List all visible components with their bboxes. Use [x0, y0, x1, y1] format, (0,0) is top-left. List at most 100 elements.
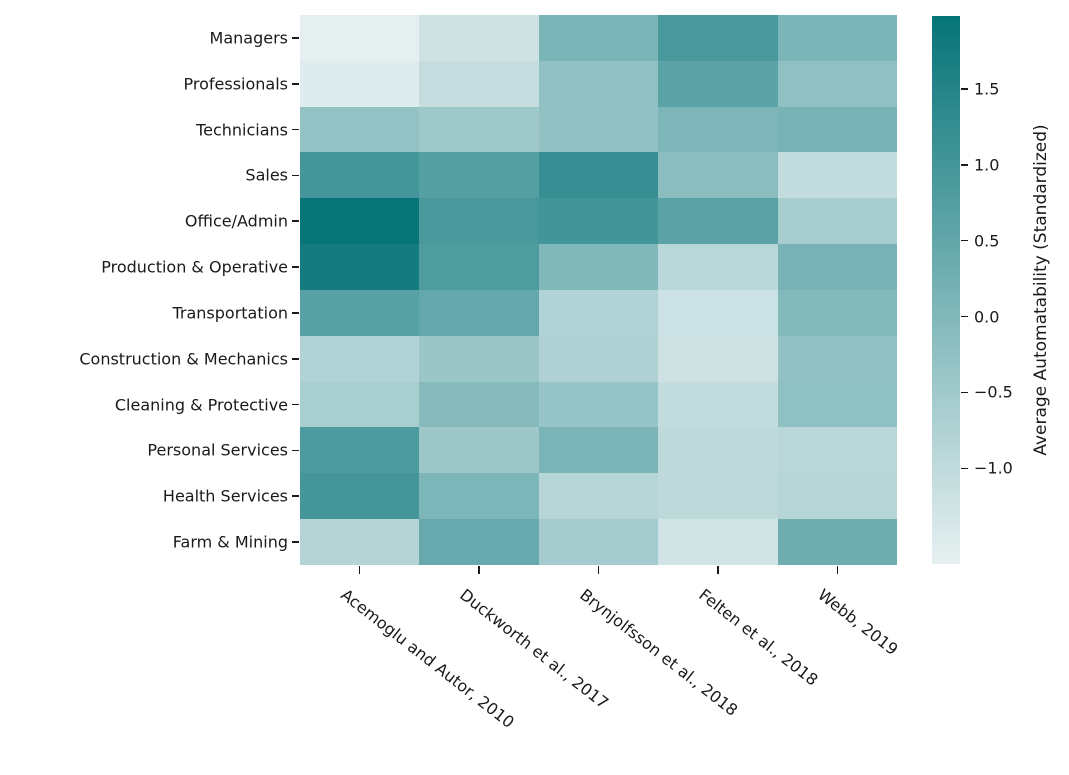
heatmap-cell-r5-c3	[658, 244, 778, 290]
heatmap-cell-r9-c4	[777, 427, 897, 474]
heatmap-cell-r0-c2	[538, 15, 659, 61]
heatmap-cell-r6-c2	[538, 289, 659, 336]
heatmap-cell-r8-c3	[658, 381, 778, 428]
heatmap-cell-r1-c3	[658, 60, 778, 107]
heatmap-cell-r3-c1	[419, 152, 539, 199]
y-tick-mark	[292, 174, 299, 177]
x-tick-label: Webb, 2019	[814, 585, 902, 660]
y-tick-mark	[292, 357, 299, 360]
heatmap-cell-r2-c3	[658, 106, 778, 153]
heatmap-cell-r3-c4	[777, 152, 897, 199]
y-tick-mark	[292, 541, 299, 543]
y-tick-label: Managers	[209, 28, 288, 48]
heatmap-cell-r4-c1	[419, 198, 539, 245]
heatmap-cell-r4-c3	[658, 198, 778, 245]
heatmap-cell-r5-c1	[419, 244, 539, 290]
colorbar	[932, 16, 960, 564]
heatmap-cell-r11-c1	[419, 519, 539, 565]
colorbar-tick-label: 1.0	[974, 155, 1000, 175]
heatmap-cell-r1-c0	[300, 60, 420, 107]
heatmap-cell-r11-c0	[300, 519, 420, 565]
heatmap-cell-r8-c1	[419, 381, 539, 428]
colorbar-tick-label: −1.0	[974, 458, 1013, 478]
heatmap-cell-r8-c2	[538, 381, 659, 428]
heatmap-cell-r1-c2	[538, 60, 659, 107]
y-tick-label: Cleaning & Protective	[114, 395, 288, 415]
colorbar-tick-mark	[961, 315, 968, 318]
heatmap-cell-r0-c4	[777, 15, 897, 61]
heatmap-cell-r10-c1	[419, 473, 539, 520]
y-tick-label: Technicians	[196, 120, 288, 140]
heatmap-cell-r0-c3	[658, 15, 778, 61]
heatmap-cell-r2-c1	[419, 106, 539, 153]
y-tick-label: Construction & Mechanics	[79, 349, 288, 369]
heatmap-cell-r7-c1	[419, 335, 539, 382]
heatmap-cell-r1-c1	[419, 60, 539, 107]
heatmap-cell-r5-c0	[300, 244, 420, 290]
heatmap-cell-r3-c2	[538, 152, 659, 199]
heatmap-cell-r0-c0	[300, 15, 420, 61]
heatmap-cell-r6-c3	[658, 289, 778, 336]
heatmap-cell-r11-c4	[777, 519, 897, 565]
y-tick-label: Health Services	[162, 486, 288, 506]
colorbar-tick-label: −0.5	[974, 382, 1013, 402]
y-tick-mark	[292, 220, 299, 223]
heatmap-cell-r9-c3	[658, 427, 778, 474]
heatmap-cell-r2-c4	[777, 106, 897, 153]
y-tick-mark	[292, 495, 299, 498]
heatmap-cell-r1-c4	[777, 60, 897, 107]
heatmap-cell-r7-c2	[538, 335, 659, 382]
x-tick-mark	[358, 566, 361, 574]
heatmap-cell-r2-c0	[300, 106, 420, 153]
heatmap-cell-r5-c2	[538, 244, 659, 290]
y-tick-mark	[292, 128, 299, 131]
y-tick-mark	[292, 82, 299, 85]
heatmap-cell-r2-c2	[538, 106, 659, 153]
heatmap-cell-r9-c2	[538, 427, 659, 474]
y-tick-mark	[292, 449, 299, 452]
heatmap-grid	[300, 15, 897, 565]
heatmap-cell-r6-c0	[300, 289, 420, 336]
heatmap-cell-r7-c4	[777, 335, 897, 382]
colorbar-tick-mark	[961, 163, 968, 166]
heatmap-cell-r9-c0	[300, 427, 420, 474]
heatmap-cell-r4-c2	[538, 198, 659, 245]
y-tick-label: Professionals	[183, 74, 289, 94]
heatmap-cell-r11-c2	[538, 519, 659, 565]
colorbar-tick-mark	[961, 391, 968, 394]
y-tick-mark	[292, 312, 299, 314]
y-tick-label: Farm & Mining	[172, 532, 288, 552]
heatmap-cell-r10-c4	[777, 473, 897, 520]
heatmap-cell-r9-c1	[419, 427, 539, 474]
colorbar-label: Average Automatability (Standardized)	[1031, 124, 1051, 456]
heatmap-cell-r5-c4	[777, 244, 897, 290]
colorbar-tick-mark	[961, 88, 968, 90]
y-tick-mark	[292, 37, 299, 39]
heatmap-cell-r3-c0	[300, 152, 420, 199]
heatmap-cell-r10-c2	[538, 473, 659, 520]
heatmap-cell-r4-c0	[300, 198, 420, 245]
y-tick-label: Transportation	[172, 303, 288, 323]
heatmap-cell-r6-c4	[777, 289, 897, 336]
colorbar-tick-mark	[961, 467, 968, 470]
colorbar-tick-label: 0.5	[974, 231, 1000, 251]
heatmap-cell-r11-c3	[658, 519, 778, 565]
x-tick-label: Felten et al., 2018	[695, 585, 822, 690]
heatmap-cell-r6-c1	[419, 289, 539, 336]
y-tick-label: Production & Operative	[101, 257, 288, 277]
heatmap-cell-r8-c4	[777, 381, 897, 428]
y-tick-label: Personal Services	[147, 440, 288, 460]
y-tick-label: Sales	[245, 165, 288, 185]
heatmap-cell-r8-c0	[300, 381, 420, 428]
heatmap-cell-r10-c0	[300, 473, 420, 520]
heatmap-cell-r7-c3	[658, 335, 778, 382]
colorbar-tick-label: 1.5	[974, 79, 1000, 99]
x-tick-mark	[478, 566, 480, 574]
x-tick-mark	[597, 566, 600, 574]
heatmap-cell-r3-c3	[658, 152, 778, 199]
colorbar-tick-label: 0.0	[974, 307, 1000, 327]
x-tick-mark	[836, 566, 839, 574]
heatmap-cell-r7-c0	[300, 335, 420, 382]
heatmap-cell-r4-c4	[777, 198, 897, 245]
